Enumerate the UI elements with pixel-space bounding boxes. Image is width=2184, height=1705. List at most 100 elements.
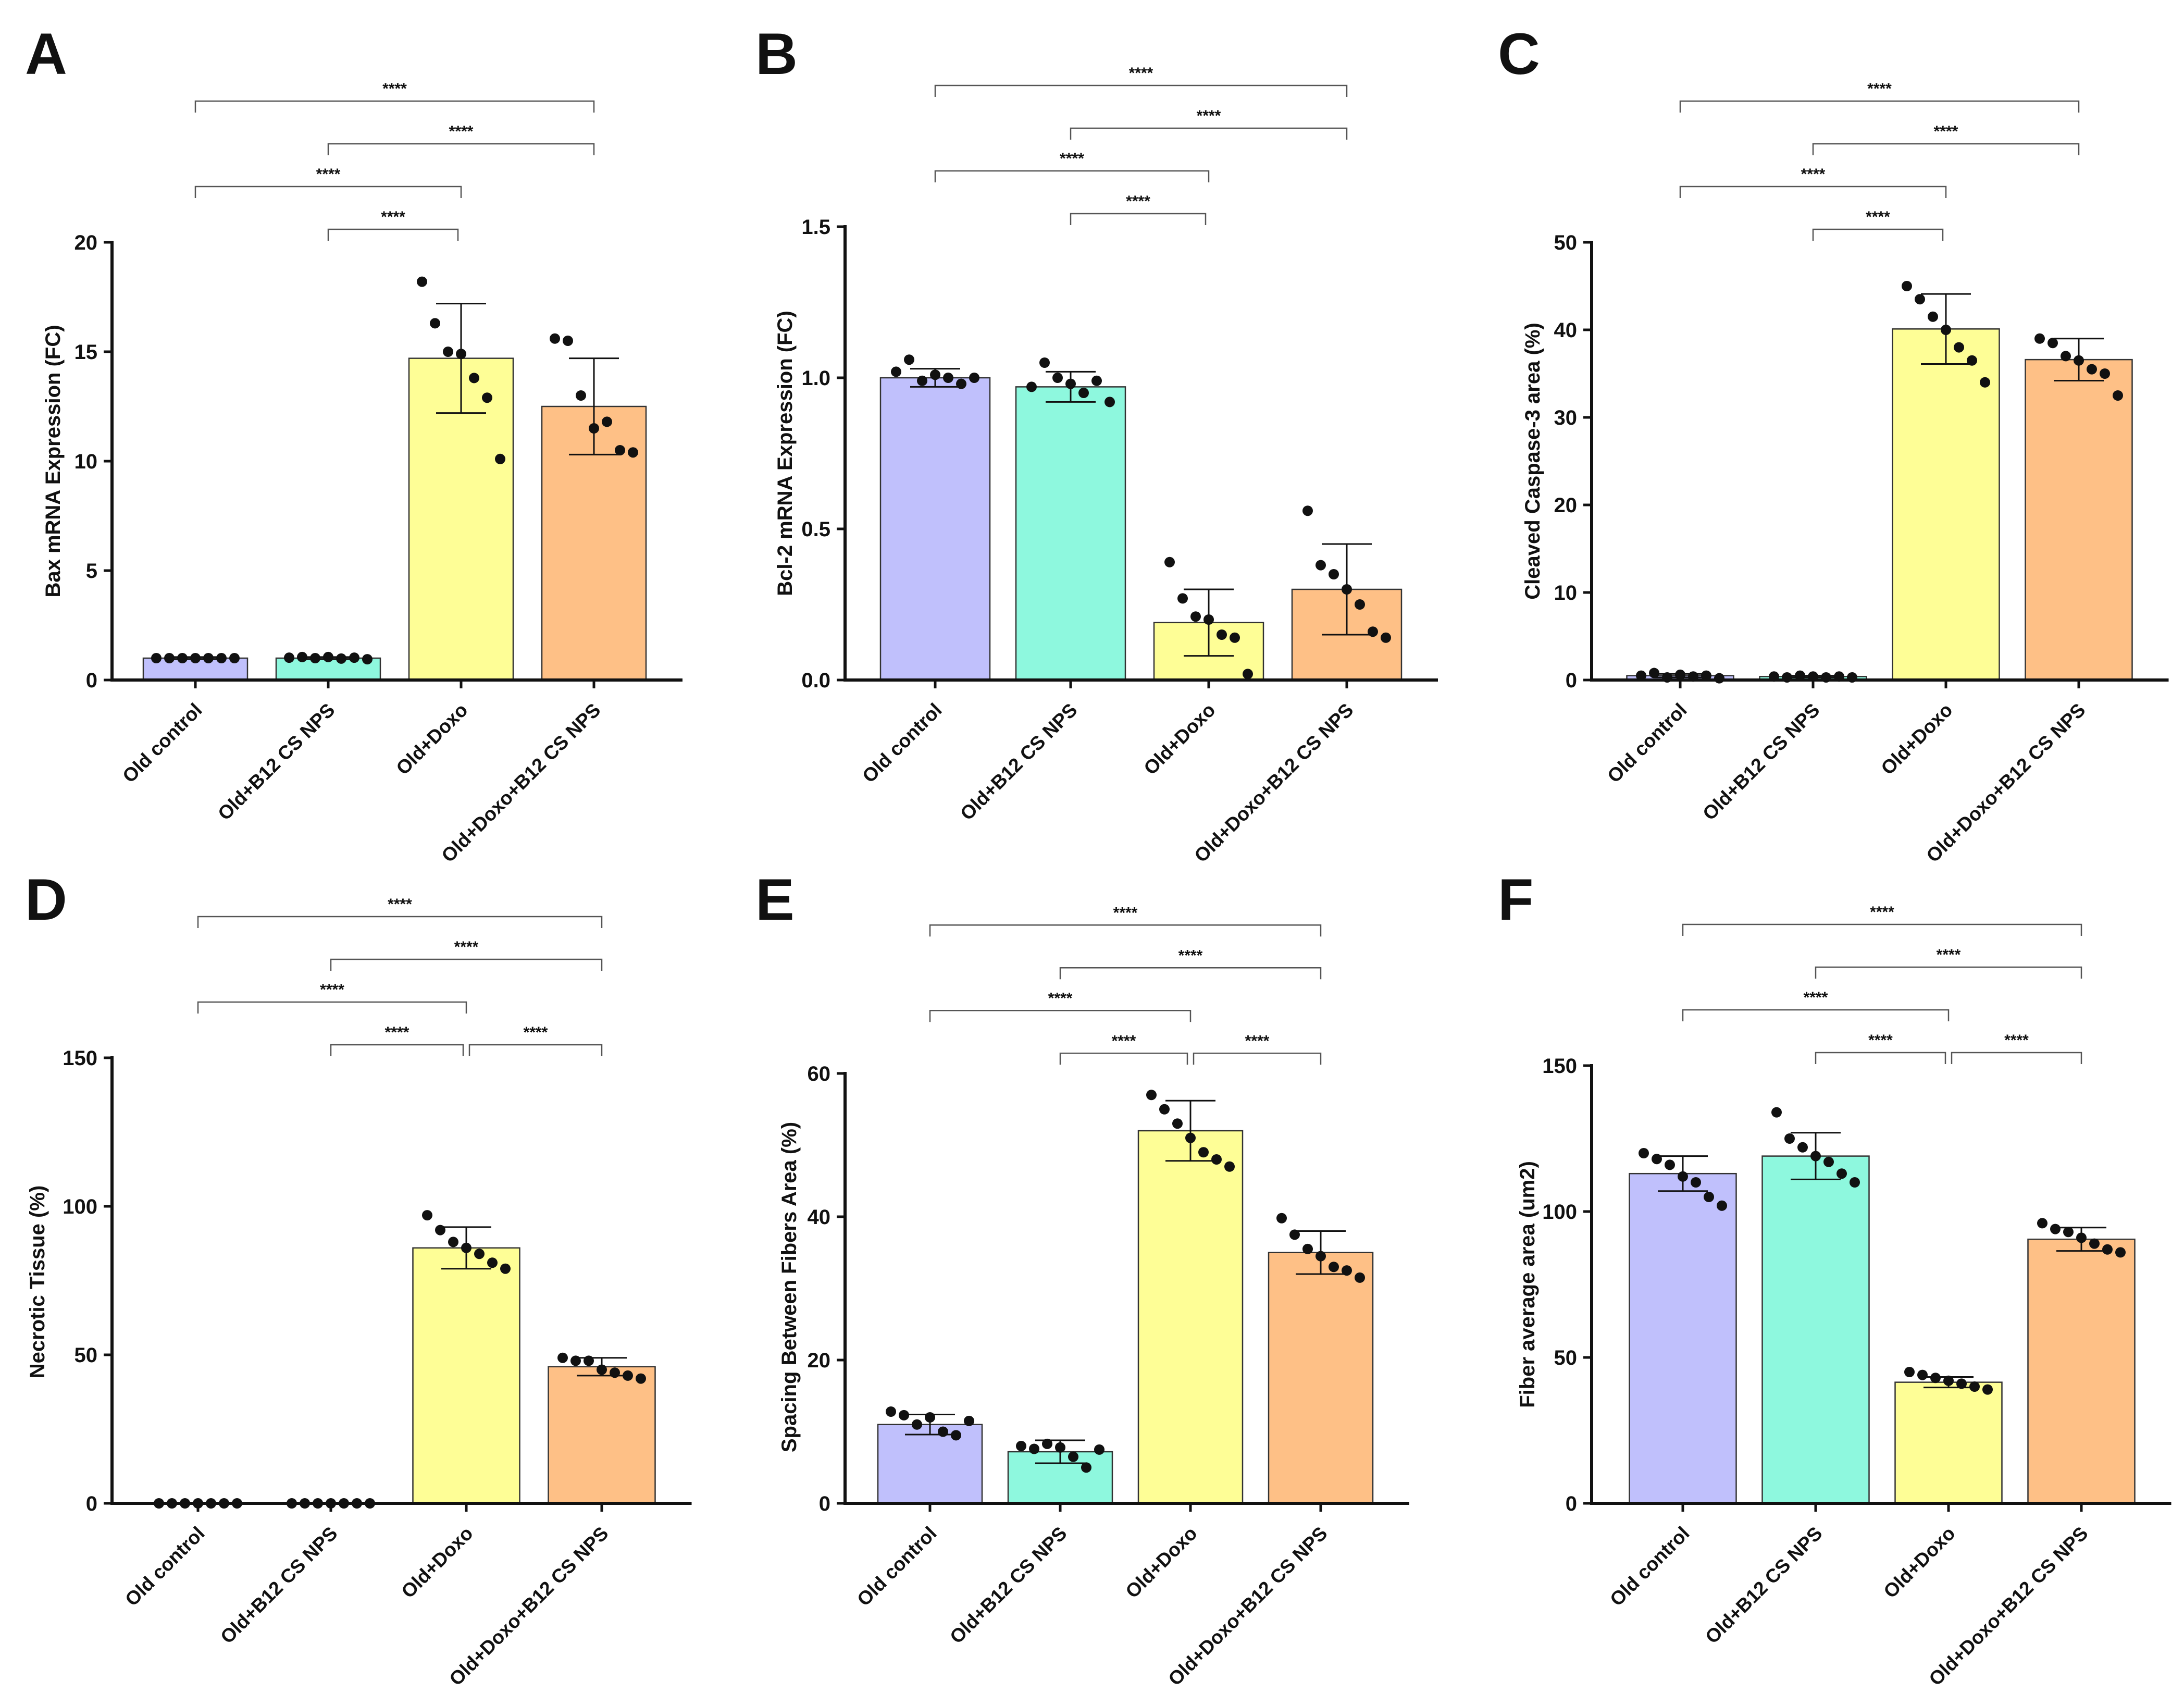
data-point xyxy=(1302,1243,1313,1254)
data-point xyxy=(2034,333,2045,344)
y-tick-label: 10 xyxy=(75,450,98,473)
x-category-label: Old control xyxy=(853,1523,941,1611)
x-category-label: Old control xyxy=(121,1523,209,1611)
y-axis-title: Bax mRNA Expression (FC) xyxy=(42,325,65,597)
bar xyxy=(412,1247,520,1504)
significance-label: **** xyxy=(1113,904,1138,921)
y-axis-title: Necrotic Tissue (%) xyxy=(26,1185,49,1379)
y-tick-label: 100 xyxy=(1542,1201,1577,1224)
data-point xyxy=(190,653,201,663)
data-point xyxy=(1243,669,1253,679)
data-point xyxy=(1982,1384,1993,1395)
x-category-label: Old+B12 CS NPS xyxy=(1701,1523,1827,1648)
panel-d: D 0 50 100 150 Old control Old+B12 CS NPS Old+D… xyxy=(25,867,692,1690)
data-point xyxy=(1342,584,1352,595)
data-point xyxy=(557,1352,568,1363)
significance-bracket xyxy=(327,143,595,155)
data-point xyxy=(636,1373,646,1384)
significance-label: **** xyxy=(1112,1032,1136,1049)
data-point xyxy=(1941,325,1951,335)
data-point xyxy=(1980,377,1990,388)
panel-e: E 0 20 40 60 Old control Old+B12 CS NPS Old+Dox… xyxy=(755,867,1409,1690)
panel-letter: E xyxy=(755,867,795,932)
significance-label: **** xyxy=(1866,208,1890,226)
y-tick-label: 0 xyxy=(1566,669,1577,692)
data-point xyxy=(1342,1265,1352,1276)
data-point xyxy=(1198,1147,1209,1158)
significance-bracket xyxy=(1070,127,1348,140)
data-point xyxy=(930,369,940,380)
data-point xyxy=(1639,1148,1649,1158)
data-point xyxy=(1904,1367,1915,1377)
data-point xyxy=(2074,355,2084,366)
data-point xyxy=(623,1370,633,1381)
significance-bracket xyxy=(934,170,1210,182)
significance-label: **** xyxy=(454,938,479,956)
error-bar xyxy=(1165,1099,1215,1162)
data-point xyxy=(469,373,479,384)
significance-bracket xyxy=(330,958,603,971)
data-point xyxy=(1902,281,1912,291)
data-point xyxy=(203,653,214,663)
x-category-label: Old control xyxy=(1606,1523,1694,1611)
significance-bracket xyxy=(1682,923,2082,936)
x-category-label: Old+Doxo xyxy=(1139,699,1219,779)
data-point xyxy=(1836,1168,1847,1179)
bar xyxy=(1892,328,2000,681)
panel-letter: C xyxy=(1498,21,1540,87)
panel-a: A 0 5 10 15 20 Old control Old+B12 CS NPS Old+Do… xyxy=(25,21,682,867)
data-point xyxy=(2113,390,2123,401)
data-point xyxy=(925,1412,935,1423)
data-point xyxy=(1094,1444,1105,1455)
data-point xyxy=(1795,670,1805,681)
data-point xyxy=(943,373,953,383)
x-category-label: Old control xyxy=(858,699,946,787)
data-point xyxy=(1691,1177,1701,1188)
significance-label: **** xyxy=(1804,989,1828,1006)
y-axis-title: Fiber average area (um2) xyxy=(1516,1161,1539,1408)
data-point xyxy=(1289,1229,1300,1240)
data-point xyxy=(2115,1247,2126,1258)
significance-bracket xyxy=(194,100,595,113)
x-category-label: Old control xyxy=(1603,699,1691,787)
data-point xyxy=(310,653,320,663)
significance-label: **** xyxy=(1060,150,1084,167)
y-tick-label: 15 xyxy=(75,341,98,364)
data-point xyxy=(495,453,505,464)
data-point xyxy=(2087,364,2097,375)
panel-letter: A xyxy=(25,21,67,87)
panel-b: B 0.0 0.5 1.0 1.5 Old control Old+B12 CS NPS Ol… xyxy=(755,21,1438,867)
significance-label: **** xyxy=(388,896,412,913)
data-point xyxy=(1678,1171,1688,1182)
significance-bracket xyxy=(934,84,1348,97)
data-point xyxy=(1172,1118,1183,1129)
significance-bracket xyxy=(1815,1052,1946,1064)
data-point xyxy=(563,336,573,346)
data-point xyxy=(899,1410,909,1420)
data-point xyxy=(1381,632,1391,643)
data-point xyxy=(2063,1227,2074,1238)
bar xyxy=(1629,1172,1737,1504)
y-tick-label: 5 xyxy=(86,560,97,583)
data-point xyxy=(443,347,453,357)
data-point xyxy=(349,652,359,663)
significance-label: **** xyxy=(449,123,474,140)
bar xyxy=(877,1424,983,1504)
data-point xyxy=(1649,668,1659,678)
data-point xyxy=(1636,670,1646,681)
data-point xyxy=(1355,599,1365,610)
y-tick-label: 20 xyxy=(75,231,98,254)
data-point xyxy=(2037,1218,2047,1229)
y-tick-label: 0 xyxy=(819,1492,830,1515)
data-point xyxy=(1316,1251,1326,1262)
panel-letter: F xyxy=(1498,867,1533,932)
data-point xyxy=(589,423,599,434)
x-category-label: Old+Doxo xyxy=(1877,699,1956,779)
bar xyxy=(879,377,991,681)
bar xyxy=(1268,1252,1374,1504)
data-point xyxy=(938,1426,948,1437)
x-category-label: Old+Doxo+B12 CS NPS xyxy=(1922,699,2089,867)
significance-label: **** xyxy=(524,1024,548,1041)
y-tick-label: 50 xyxy=(1554,1346,1578,1369)
data-point xyxy=(1969,1381,1980,1392)
